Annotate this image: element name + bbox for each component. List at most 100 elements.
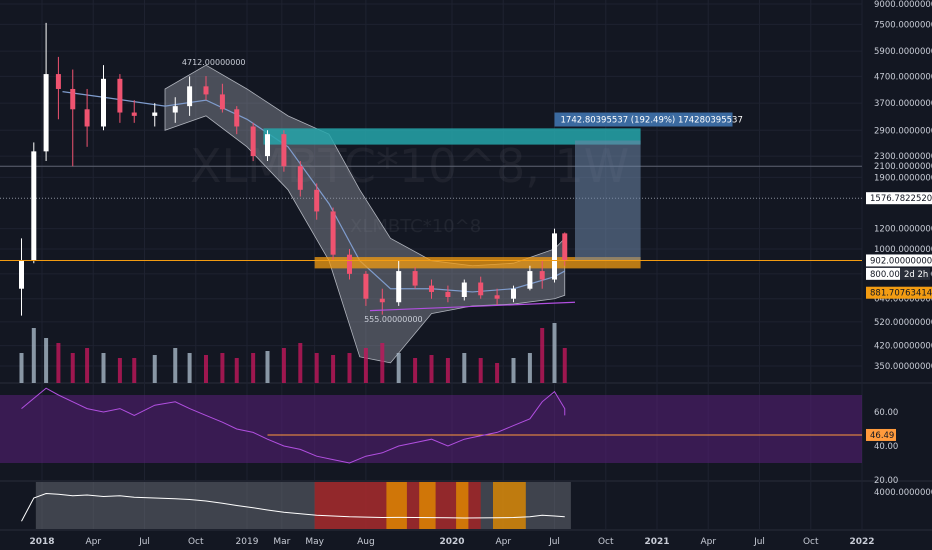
indicator-pane[interactable]: 4000.00000000 (21, 482, 932, 529)
indicator-zone (456, 482, 469, 529)
price-tick-label: 1000.00000000 (874, 245, 932, 255)
candle[interactable] (412, 271, 418, 286)
price-tick-label: 2300.00000000 (874, 152, 932, 162)
indicator-background (35, 482, 571, 529)
volume-bar (462, 353, 467, 383)
candle[interactable] (84, 109, 90, 127)
volume-bar (173, 348, 178, 383)
price-pane[interactable]: 4712.00000000 555.00000000 1742.80395537 (… (0, 22, 862, 383)
price-axis[interactable]: 9000.00000000 7500.00000000 5900.00000000 4… (866, 0, 932, 372)
candle[interactable] (219, 94, 225, 110)
price-tick-label: 350.00000000 (874, 362, 932, 372)
volume-bar (187, 353, 192, 383)
volume-bar (380, 343, 385, 383)
volume-bar (347, 353, 352, 383)
candle[interactable] (379, 298, 385, 303)
price-tick-label: 2100.00000000 (874, 162, 932, 172)
trendline[interactable] (369, 301, 576, 312)
indicator-zone (419, 482, 436, 529)
candle[interactable] (265, 134, 270, 157)
time-tick-label: Apr (700, 537, 716, 547)
candle[interactable] (314, 189, 320, 212)
resistance-zone[interactable] (263, 128, 641, 145)
time-tick-label: Jul (138, 537, 150, 547)
measure-label: 1742.80395537 (192.49%) 174280395537 (561, 116, 743, 126)
watermark-description: XLMBTC*10^8 (350, 216, 481, 237)
candle[interactable] (347, 254, 352, 274)
candle[interactable] (19, 260, 24, 289)
rsi-level-label: 46.49 (870, 431, 894, 441)
time-tick-label: Apr (495, 537, 511, 547)
volume-bar (19, 353, 24, 383)
volume-bar (562, 348, 567, 383)
candle[interactable] (562, 233, 568, 261)
candle[interactable] (250, 126, 256, 157)
candle[interactable] (461, 282, 467, 297)
candle[interactable] (43, 74, 49, 152)
candle[interactable] (297, 166, 303, 190)
volume-bar (152, 355, 157, 383)
candle[interactable] (281, 134, 287, 167)
candle[interactable] (494, 295, 500, 299)
time-tick-label: Jul (548, 537, 560, 547)
candle[interactable] (172, 106, 178, 113)
price-tick-label: 4700.00000000 (874, 72, 932, 82)
price-label: 800.00 (870, 270, 900, 280)
candle[interactable] (396, 271, 402, 303)
rsi-tick-label: 40.00 (874, 442, 898, 452)
candle[interactable] (55, 74, 61, 89)
volume-bar (495, 363, 500, 383)
candle[interactable] (131, 112, 137, 116)
time-tick-label: 2021 (644, 537, 669, 547)
candle[interactable] (70, 88, 76, 110)
candle[interactable] (363, 273, 369, 299)
candle[interactable] (429, 285, 434, 292)
candle[interactable] (31, 151, 37, 261)
candle[interactable] (101, 78, 106, 127)
volume-bar (132, 358, 137, 383)
time-tick-label: Apr (85, 537, 101, 547)
time-tick-label: Oct (188, 537, 204, 547)
indicator-zone (493, 482, 526, 529)
candle[interactable] (527, 271, 533, 289)
time-axis[interactable]: 2018 Apr Jul Oct 2019 Mar May Aug 2020 Apr Jul Oct 2… (29, 537, 874, 547)
price-label: 881.70763414 (870, 289, 932, 299)
volume-bar (265, 351, 270, 383)
candle[interactable] (330, 211, 336, 255)
candle[interactable] (478, 282, 484, 296)
high-annotation: 4712.00000000 (182, 58, 246, 67)
indicator-line (21, 492, 565, 522)
price-tick-label: 1200.00000000 (874, 225, 932, 235)
rsi-pane[interactable]: 60.00 40.00 20.00 46.49 (0, 387, 898, 486)
volume-bar (101, 353, 106, 383)
candle[interactable] (539, 271, 545, 280)
candle[interactable] (152, 112, 158, 116)
price-label: 1576.78225200 (870, 194, 932, 204)
volume-bar (220, 353, 225, 383)
price-label: 902.00000000 (870, 256, 932, 266)
candle[interactable] (203, 86, 209, 95)
candle[interactable] (187, 86, 193, 107)
volume-bar (117, 358, 122, 383)
volume-bar (552, 323, 557, 383)
price-tick-label: 5900.00000000 (874, 47, 932, 57)
projection-box[interactable] (575, 140, 641, 261)
candle[interactable] (445, 291, 451, 297)
volume-bar (298, 343, 303, 383)
candle[interactable] (511, 288, 516, 299)
time-tick-label: May (305, 537, 324, 547)
volume-bar (511, 358, 516, 383)
price-tick-label: 520.00000000 (874, 318, 932, 328)
time-tick-label: Oct (803, 537, 819, 547)
candle[interactable] (117, 78, 123, 113)
support-zone[interactable] (314, 257, 641, 269)
price-tick-label: 9000.00000000 (874, 0, 932, 10)
candle[interactable] (234, 109, 240, 127)
time-tick-label: Jul (753, 537, 765, 547)
candle[interactable] (552, 233, 557, 280)
volume-bar (331, 355, 336, 383)
volume-bar (251, 353, 256, 383)
volume-bar (234, 358, 239, 383)
price-tick-label: 2900.00000000 (874, 126, 932, 136)
